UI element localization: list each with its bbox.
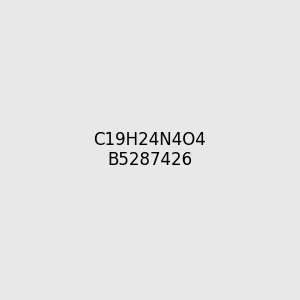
Text: C19H24N4O4
B5287426: C19H24N4O4 B5287426: [94, 130, 206, 170]
